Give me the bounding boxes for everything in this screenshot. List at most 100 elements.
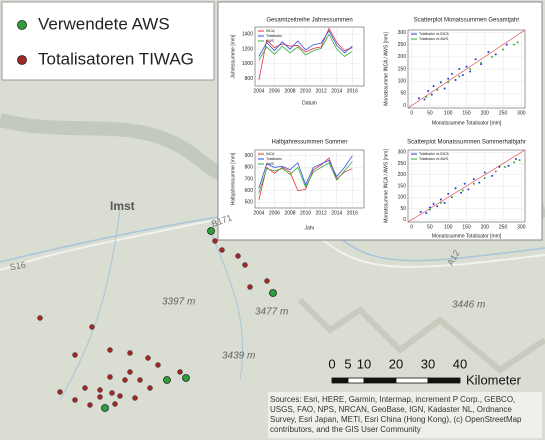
series-line <box>258 157 353 200</box>
scatter-point <box>487 50 490 53</box>
station-totalisator <box>112 401 118 407</box>
scatter-point <box>439 81 442 84</box>
y-tick-label: 800 <box>245 76 254 82</box>
peak-label: 3439 m <box>222 351 255 362</box>
scatter-point <box>513 43 516 46</box>
y-tick-label: 1200 <box>242 46 253 52</box>
legend-label: Totalisator <box>266 157 283 161</box>
x-axis-label: Monatssumme Totalisator [mm] <box>432 120 502 126</box>
x-tick-label: 2014 <box>331 210 342 216</box>
y-axis-label: Halbjahressumme [mm] <box>230 152 236 205</box>
scalebar-segment <box>331 377 349 384</box>
station-aws <box>163 376 171 384</box>
attribution: USGS, FAO, NPS, NRCAN, GeoBase, IGN, Kad… <box>270 405 512 414</box>
station-totalisator <box>177 369 183 375</box>
scatter-point <box>460 191 463 194</box>
x-tick-label: 100 <box>444 110 453 116</box>
y-tick-label: 800 <box>245 165 254 171</box>
y-axis-label: Jahressumme [mm] <box>230 34 236 79</box>
scatter-point <box>436 205 439 208</box>
scalebar-label: 5 <box>344 356 351 371</box>
station-aws <box>101 404 109 412</box>
scalebar-segment <box>347 377 365 384</box>
scatter-point <box>472 182 475 185</box>
y-tick-label: 50 <box>400 91 406 97</box>
y-tick-label: 250 <box>398 161 407 167</box>
scatter-point <box>491 174 494 177</box>
scatter-point <box>516 41 519 44</box>
peak-label: 3446 m <box>452 300 485 311</box>
x-tick-label: 2012 <box>316 88 327 94</box>
attribution-box <box>268 392 542 438</box>
station-totalisator <box>247 284 253 290</box>
scalebar-segment <box>395 377 429 384</box>
scatter-point <box>494 53 497 56</box>
y-tick-label: 100 <box>398 79 407 85</box>
y-tick-label: 150 <box>398 183 407 189</box>
x-tick-label: 250 <box>499 224 508 230</box>
legend-label: Totalisator vs AWS <box>419 157 449 161</box>
chart-title: Scatterplot Monatssummen Sommerhalbjahr <box>407 140 526 146</box>
station-totalisator <box>97 394 103 400</box>
y-tick-label: 300 <box>398 150 407 156</box>
y-tick-label: 200 <box>398 172 407 178</box>
attribution: contributors, and the GIS User Community <box>270 425 421 434</box>
scatter-point <box>439 201 442 204</box>
station-totalisator <box>37 315 43 321</box>
station-totalisator <box>107 347 113 353</box>
y-tick-label: 300 <box>398 30 407 36</box>
station-totalisator <box>212 238 218 244</box>
y-axis-label: Monatssumme INCA / AWS [mm] <box>383 149 389 223</box>
x-tick-label: 2016 <box>347 88 358 94</box>
scatter-point <box>443 201 446 204</box>
scatter-point <box>469 68 472 70</box>
station-aws <box>269 289 277 297</box>
scatter-point <box>425 212 428 214</box>
scatter-point <box>439 198 442 201</box>
legend-label: Verwendete AWS <box>38 14 170 33</box>
x-tick-label: 300 <box>517 224 526 230</box>
station-totalisator <box>137 377 143 383</box>
station-totalisator <box>72 352 78 358</box>
legend-label: INCA <box>266 152 275 156</box>
station-totalisator <box>132 395 138 401</box>
x-tick-label: 2008 <box>284 210 295 216</box>
road-label: S16 <box>9 260 27 273</box>
scatter-point <box>513 161 516 164</box>
chart-title: Gesamtzeitreihe Jahressummen <box>266 18 352 24</box>
x-tick-label: 300 <box>517 110 526 116</box>
x-tick-label: 2014 <box>331 88 342 94</box>
y-tick-label: 0 <box>403 103 406 109</box>
station-totalisator <box>155 362 161 368</box>
legend-label: AWS <box>266 39 275 43</box>
station-totalisator <box>87 402 93 408</box>
river <box>209 229 244 381</box>
legend-box <box>1 1 215 81</box>
x-tick-label: 150 <box>462 110 471 116</box>
scatter-point <box>447 192 450 195</box>
scatter-point <box>463 182 466 185</box>
scatter-point <box>428 206 431 209</box>
legend-label: AWS <box>266 162 275 166</box>
x-tick-label: 2004 <box>253 88 264 94</box>
station-totalisator <box>117 393 123 399</box>
x-tick-label: 0 <box>410 224 413 230</box>
station-totalisator <box>89 324 95 330</box>
x-axis-label: Datum <box>302 100 317 106</box>
legend-marker <box>17 20 27 30</box>
x-tick-label: 50 <box>427 224 433 230</box>
scatter-point <box>454 187 457 190</box>
y-tick-label: 1400 <box>242 32 253 38</box>
x-tick-label: 200 <box>481 224 490 230</box>
scatter-point <box>432 203 435 205</box>
scalebar-label: 20 <box>389 356 403 371</box>
scatter-point <box>461 74 464 77</box>
station-aws <box>182 374 190 382</box>
x-tick-label: 2004 <box>253 210 264 216</box>
scatter-point <box>454 78 457 81</box>
station-totalisator <box>107 374 113 380</box>
scatter-point <box>480 61 483 64</box>
station-totalisator <box>147 385 153 391</box>
